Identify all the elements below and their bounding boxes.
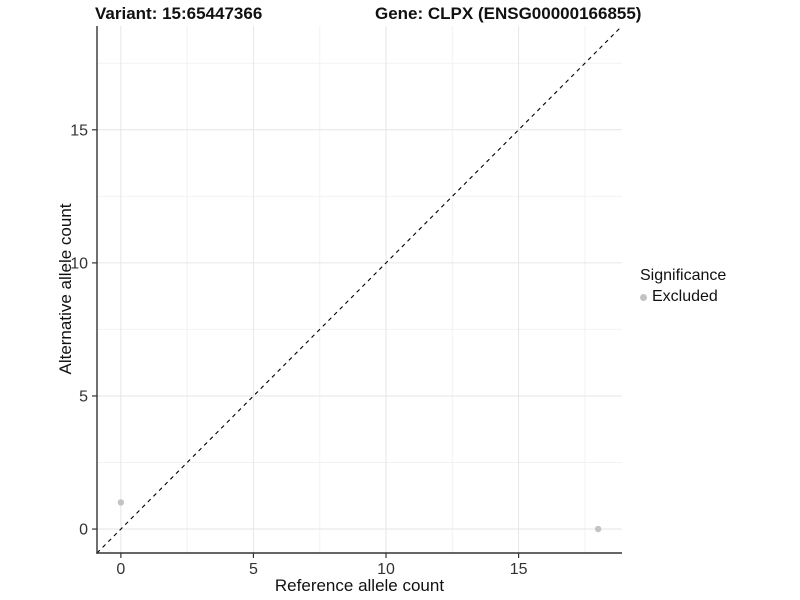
gene-title: Gene: CLPX (ENSG00000166855) — [375, 4, 642, 23]
data-point — [117, 499, 125, 506]
x-tick-label: 5 — [249, 561, 258, 578]
legend-title: Significance — [640, 267, 727, 284]
x-axis-title: Reference allele count — [274, 576, 445, 595]
legend: Significance Excluded — [640, 267, 726, 306]
y-tick-label: 15 — [70, 122, 88, 139]
legend-item-label: Excluded — [652, 288, 718, 305]
variant-title: Variant: 15:65447366 — [95, 4, 263, 23]
identity-line — [96, 25, 623, 554]
excluded-point-icon — [640, 293, 647, 301]
x-tick-label: 15 — [510, 561, 528, 578]
y-tick-label: 10 — [70, 255, 88, 272]
data-point — [594, 525, 602, 533]
y-tick-label: 0 — [79, 522, 88, 539]
x-tick-label: 10 — [377, 561, 395, 578]
legend-item-excluded: Excluded — [640, 288, 726, 306]
x-tick-label: 0 — [116, 561, 125, 578]
y-tick-label: 5 — [79, 388, 88, 405]
